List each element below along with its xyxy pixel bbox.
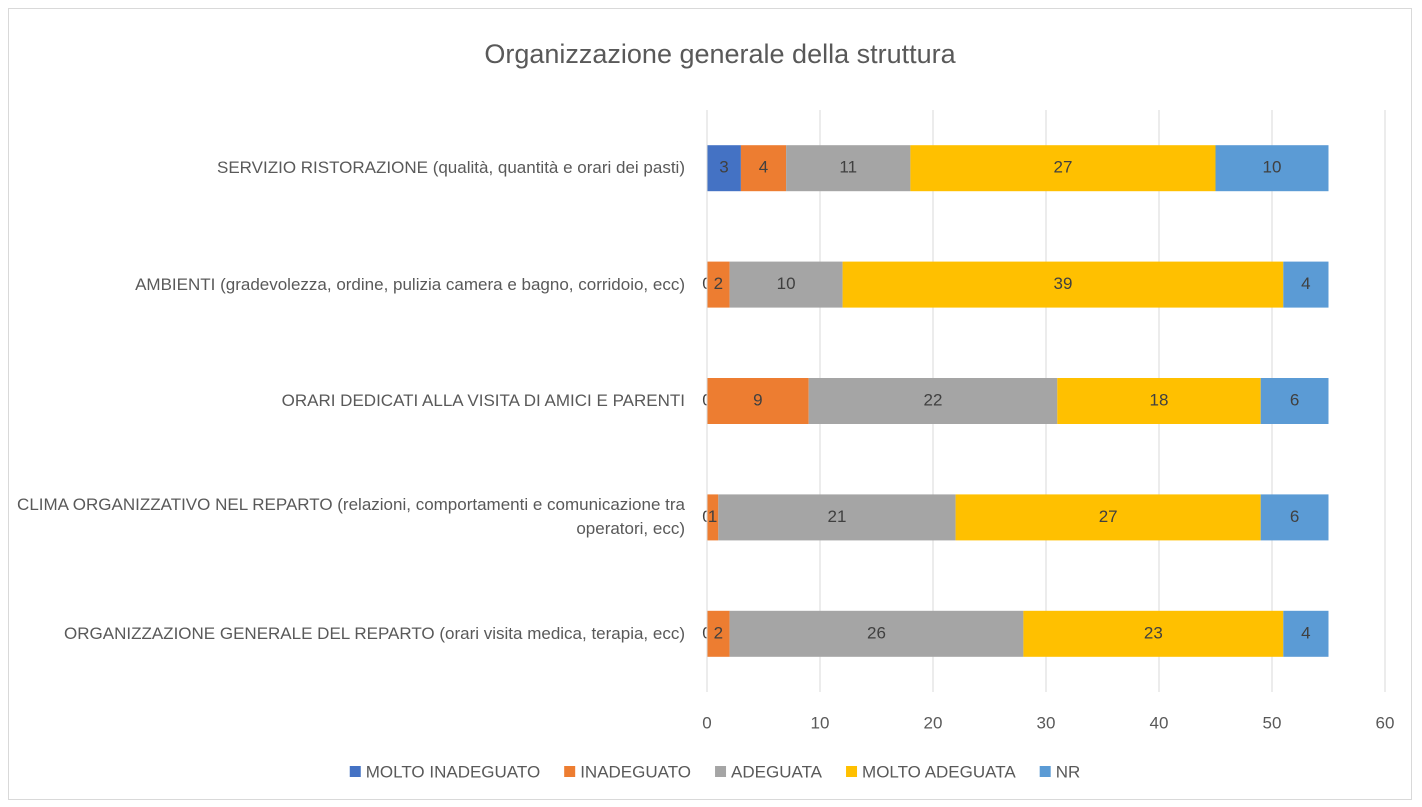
data-label: 39 [1053,274,1072,293]
data-label: 3 [719,158,728,177]
data-label: 26 [867,623,886,642]
chart-frame [8,8,1412,800]
chart-title: Organizzazione generale della struttura [484,39,956,69]
data-label: 23 [1144,623,1163,642]
data-label: 10 [1263,158,1282,177]
bar-segment [1057,378,1261,424]
bar-segment [740,145,787,192]
y-tick-label: AMBIENTI (gradevolezza, ordine, pulizia … [135,274,685,294]
bar-segment [707,494,719,541]
y-tick-label: SERVIZIO RISTORAZIONE (qualità, quantità… [217,158,685,178]
bar-segment [707,610,730,657]
data-label: 27 [1099,507,1118,526]
data-label: 9 [753,390,762,409]
x-tick-label: 60 [1376,713,1395,732]
bar-segment [1283,261,1329,308]
data-label: 10 [777,274,796,293]
y-tick-label: ORARI DEDICATI ALLA VISITA DI AMICI E PA… [281,391,685,410]
bar-segment [707,378,809,424]
bar-segment [729,610,1024,657]
bar-segment [1023,610,1284,657]
data-label: 27 [1053,158,1072,177]
legend: MOLTO INADEGUATO INADEGUATO ADEGUATA MOLTO … [349,762,1081,781]
data-label: 2 [714,623,723,642]
bar-segment [910,145,1216,192]
data-label: 21 [827,507,846,526]
bar-segment [1215,145,1329,192]
bar-segment [808,378,1058,424]
data-label: 22 [924,390,943,409]
bar-segment [955,494,1261,541]
legend-swatch [349,766,361,777]
bar-segment [718,494,956,541]
data-label: 1 [708,507,717,526]
bar-segment [786,145,911,192]
x-tick-label: 0 [702,713,711,732]
bar-segment [1260,494,1329,541]
legend-swatch [564,766,576,777]
bar-segment [707,145,741,192]
y-tick-label: CLIMA ORGANIZZATIVO NEL REPARTO (relazio… [17,495,685,539]
legend-swatch [846,766,858,777]
data-label: 11 [839,158,857,177]
legend-swatch [715,766,727,777]
x-tick-label: 30 [1037,713,1056,732]
legend-label: INADEGUATO [580,762,691,781]
legend-label: MOLTO ADEGUATA [862,762,1016,781]
x-tick-label: 20 [924,713,943,732]
data-label: 2 [714,274,723,293]
data-label: 4 [1301,623,1310,642]
legend-swatch [1039,766,1051,777]
data-label: 18 [1150,390,1169,409]
bar-segment [1283,610,1329,657]
data-label: 4 [759,158,768,177]
y-tick-label: ORGANIZZAZIONE GENERALE DEL REPARTO (ora… [64,623,685,643]
data-label: 6 [1290,390,1299,409]
bar-segment [842,261,1284,308]
data-label: 4 [1301,274,1310,293]
data-label: 6 [1290,507,1299,526]
x-tick-label: 50 [1263,713,1282,732]
legend-label: ADEGUATA [731,762,823,781]
x-tick-label: 40 [1150,713,1169,732]
bar-segment [707,261,730,308]
legend-label: NR [1056,762,1081,781]
bar-segment [1260,378,1329,424]
x-tick-label: 10 [811,713,830,732]
legend-label: MOLTO INADEGUATO [366,762,540,781]
bar-segment [729,261,843,308]
